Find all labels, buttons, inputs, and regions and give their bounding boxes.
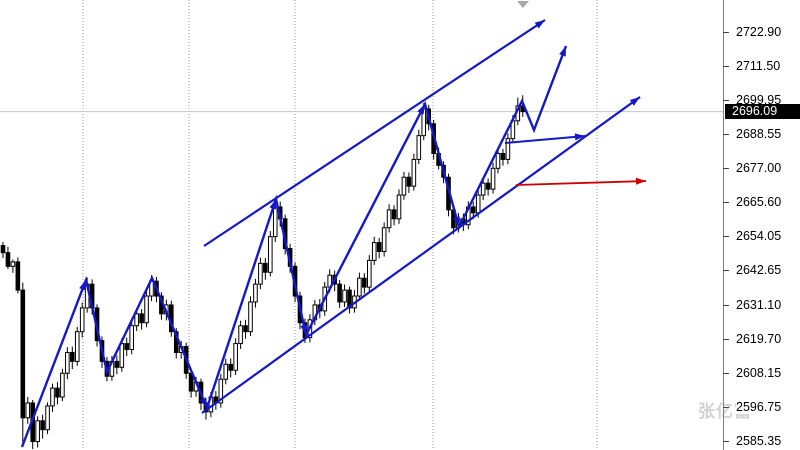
- price-axis-label: 2642.65: [736, 263, 785, 278]
- price-axis-tick: [723, 32, 729, 33]
- price-axis-tick: [723, 372, 729, 374]
- price-axis-label: 2722.90: [736, 25, 785, 39]
- price-axis-label: 2665.60: [736, 195, 785, 210]
- price-axis-tick: [723, 65, 729, 67]
- price-axis-tick: [723, 236, 729, 238]
- price-axis-tick: [723, 168, 729, 170]
- gridlines: [82, 0, 598, 450]
- price-axis-tick: [723, 202, 729, 204]
- price-axis-label: 2688.55: [736, 127, 785, 142]
- price-axis-tick: [723, 134, 729, 136]
- price-axis-label: 2711.50: [736, 58, 784, 73]
- price-axis-tick: [723, 270, 729, 272]
- price-axis-tick: [723, 338, 729, 340]
- price-axis-tick: [723, 304, 729, 306]
- horizontal-projection-arrow[interactable]: [504, 133, 586, 144]
- candles: [0, 95, 526, 449]
- price-axis-label: 2654.05: [736, 229, 785, 244]
- zigzag-wave-line[interactable]: [20, 45, 568, 448]
- price-axis-tick: [723, 440, 729, 442]
- lower-channel-trendline[interactable]: [201, 96, 641, 414]
- price-axis-label: 2585.35: [736, 433, 785, 448]
- price-axis-label: 2596.75: [736, 399, 785, 414]
- support-projection-arrow[interactable]: [515, 177, 647, 186]
- top-marker-triangle-icon[interactable]: [517, 1, 529, 8]
- upper-channel-trendline[interactable]: [203, 19, 546, 247]
- price-axis-label: 2608.15: [736, 365, 785, 380]
- price-axis-line: [723, 0, 724, 450]
- price-axis-label: 2631.10: [736, 297, 785, 312]
- price-axis-label: 2677.00: [736, 161, 785, 176]
- price-axis-label: 2699.95: [736, 93, 785, 108]
- price-axis-tick: [723, 406, 729, 408]
- current-price-tag: 2696.09: [725, 104, 800, 120]
- price-axis-tick: [723, 100, 729, 102]
- price-axis-label: 2619.70: [736, 331, 785, 346]
